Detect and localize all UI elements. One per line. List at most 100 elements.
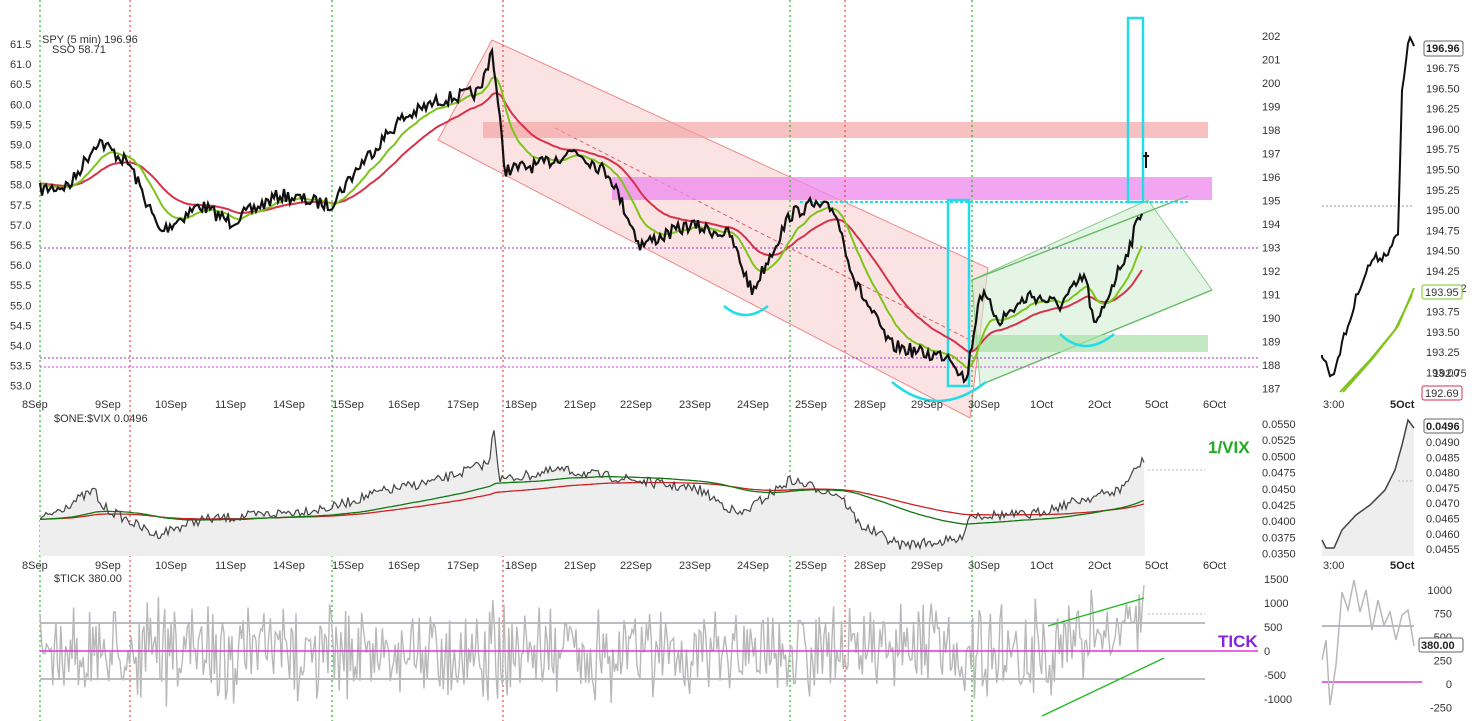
vix-side-axis-tick: 0.0470: [1426, 498, 1460, 510]
tick-side-axis-tick: 250: [1434, 656, 1452, 668]
main-date-axis: 8Sep 9Sep 10Sep 11Sep 14Sep 15Sep 16Sep 17Sep 18…: [22, 399, 1226, 411]
main-legend-line1: SPY (5 min) 196.96: [42, 34, 138, 46]
last-price: 196.96: [1426, 43, 1460, 55]
date-label: 14Sep: [273, 399, 305, 411]
right-axis-tick: 198: [1262, 125, 1280, 137]
cut-label: 192.75: [1433, 368, 1467, 380]
tick-panel: $TICK 380.00 TICK 150010005000-500-1000 …: [39, 573, 1464, 717]
tick-trend-top: [1047, 597, 1145, 627]
side-axis-tick: 195.25: [1426, 185, 1460, 197]
tick-axis-tick: 0: [1264, 646, 1270, 658]
vix-date-label: 24Sep: [737, 560, 769, 572]
left-axis-tick: 60.5: [10, 79, 31, 91]
right-axis-tick: 189: [1262, 337, 1280, 349]
date-label: 5Oct: [1145, 399, 1168, 411]
date-label: 28Sep: [854, 399, 886, 411]
main-legend-line2: SSO 58.71: [52, 44, 106, 56]
vix-side-axis-tick: 0.0485: [1426, 452, 1460, 464]
tick-last-value: 380.00: [1421, 640, 1455, 652]
side-ema-fast: [1342, 287, 1415, 393]
date-label: 8Sep: [22, 399, 48, 411]
left-axis-tick: 60.0: [10, 99, 31, 111]
right-axis-tick: 201: [1262, 55, 1280, 67]
vix-side-axis-tick: 0.0490: [1426, 437, 1460, 449]
vix-date-label: 1Oct: [1030, 560, 1053, 572]
tick-axis-tick: -1000: [1264, 694, 1292, 706]
side-axis-tick: 193.75: [1426, 307, 1460, 319]
side-axis-tick: 195.00: [1426, 205, 1460, 217]
tick-axis-tick: -500: [1264, 670, 1286, 682]
price-5oct-tail: [1143, 152, 1149, 168]
vix-ema-green: [40, 475, 1145, 525]
vix-date-label: 11Sep: [215, 560, 246, 572]
vix-side-axis: 0.0490 0.0485 0.0480 0.0475 0.0470 0.0465 0.04…: [1426, 437, 1460, 556]
vix-side-x-3-00: 3:00: [1323, 560, 1344, 572]
ema-fast-label: 193.95: [1425, 287, 1459, 299]
date-label: 1Oct: [1030, 399, 1053, 411]
left-axis-tick: 57.0: [10, 220, 31, 232]
vix-axis-tick: 0.0525: [1262, 435, 1296, 447]
date-label: 29Sep: [911, 399, 943, 411]
cyan-box-5oct: [1126, 16, 1145, 204]
vix-area: [40, 430, 1145, 556]
vix-side-area: [1322, 420, 1414, 556]
right-axis-tick: 193: [1262, 243, 1280, 255]
right-axis-tick: 197: [1262, 149, 1280, 161]
side-axis-tick: 194.50: [1426, 246, 1460, 258]
vix-side-axis-tick: 0.0455: [1426, 544, 1460, 556]
vix-side-x-5oct: 5Oct: [1390, 560, 1415, 572]
date-label: 23Sep: [679, 399, 711, 411]
vix-date-label: 5Oct: [1145, 560, 1168, 572]
vix-date-label: 15Sep: [332, 560, 364, 572]
ema-slow-badge: [1421, 385, 1463, 401]
date-label: 21Sep: [564, 399, 596, 411]
date-label: 10Sep: [155, 399, 187, 411]
side-axis-tick: 196.50: [1426, 83, 1460, 95]
left-axis-tick: 56.0: [10, 260, 31, 272]
price-line: [38, 46, 1144, 384]
left-axis-tick: 55.0: [10, 300, 31, 312]
ema-fast-badge: [1421, 284, 1463, 300]
vix-side-axis-tick: 0.0475: [1426, 483, 1460, 495]
tick-side-axis-tick: -250: [1430, 703, 1452, 715]
vix-date-label: 21Sep: [564, 560, 596, 572]
vix-date-label: 22Sep: [620, 560, 652, 572]
main-panel: SPY (5 min) 196.96 SSO 58.71 61.5 61.0 60.…: [10, 0, 1280, 721]
side-main-panel: 196.75 196.50 196.25 196.00 195.75 195.50 195.…: [1321, 34, 1467, 411]
left-axis-tick: 56.5: [10, 240, 31, 252]
vix-axis-tick: 0.0350: [1262, 549, 1296, 561]
vix-date-label: 10Sep: [155, 560, 187, 572]
vix-date-label: 14Sep: [273, 560, 305, 572]
side-axis-tick: 195.50: [1426, 165, 1460, 177]
tick-annotation: TICK: [1218, 632, 1258, 651]
vix-axis-tick: 0.0400: [1262, 516, 1296, 528]
right-axis-tick: 187: [1262, 384, 1280, 396]
side-axis-tick: 196.25: [1426, 104, 1460, 116]
vix-panel: $ONE:$VIX 0.0496 1/VIX 0.0550 0.0525 0.050…: [22, 413, 1464, 572]
last-price-badge: [1423, 40, 1464, 57]
tick-side-line: [1321, 579, 1415, 706]
tick-legend: $TICK 380.00: [54, 573, 122, 585]
date-label: 11Sep: [215, 399, 246, 411]
vix-axis-tick: 0.0500: [1262, 451, 1296, 463]
side-price-axis: 196.75 196.50 196.25 196.00 195.75 195.50 195.…: [1426, 63, 1460, 380]
side-ema-slow: [1339, 294, 1413, 393]
side-axis-tick: 196.00: [1426, 124, 1460, 136]
vix-side-axis-tick: 0.0480: [1426, 468, 1460, 480]
right-axis-tick: 199: [1262, 102, 1280, 114]
tick-trend-bottom: [1041, 657, 1165, 717]
vix-side-axis-tick: 0.0465: [1426, 514, 1460, 526]
vix-last-value: 0.0496: [1426, 421, 1460, 433]
date-label: 9Sep: [95, 399, 121, 411]
date-label: 24Sep: [737, 399, 769, 411]
right-axis-tick: 190: [1262, 313, 1280, 325]
vix-date-label: 25Sep: [795, 560, 827, 572]
tick-line: [39, 584, 1145, 707]
left-axis-tick: 59.5: [10, 119, 31, 131]
vix-side-axis-tick: 0.0460: [1426, 529, 1460, 541]
side-x-3-00: 3:00: [1323, 399, 1344, 411]
tick-axis-tick: 1000: [1264, 598, 1288, 610]
right-axis-tick: 200: [1262, 78, 1280, 90]
date-label: 15Sep: [332, 399, 364, 411]
